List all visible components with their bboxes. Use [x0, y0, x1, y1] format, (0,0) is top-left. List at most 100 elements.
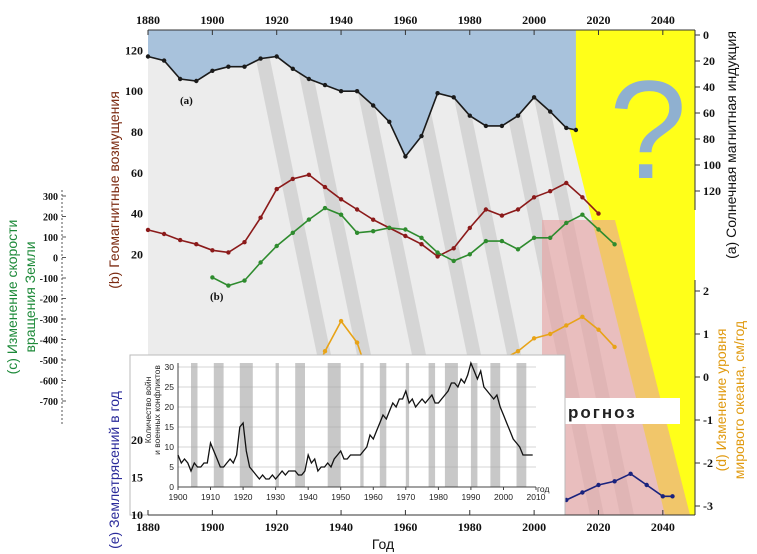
inset-x-tick-label: 1910 — [201, 492, 220, 502]
x-tick-label-bottom: 1980 — [458, 520, 482, 534]
rotation-tick-label: 300 — [43, 192, 58, 203]
geo-tick-label: 80 — [131, 125, 143, 139]
sea-tick-label: -2 — [703, 456, 713, 470]
data-point — [338, 318, 344, 324]
inset-shade — [213, 363, 224, 487]
sea-tick-label: 0 — [703, 370, 709, 384]
data-point — [145, 227, 151, 233]
data-point — [354, 230, 360, 235]
data-point — [467, 225, 472, 231]
data-point — [371, 217, 376, 222]
data-point — [451, 95, 456, 100]
inset-y-tick-label: 30 — [165, 362, 175, 372]
inset-wars-chart: Количество войн и военных конфликтов год… — [143, 360, 549, 502]
data-point — [628, 471, 633, 476]
data-point — [322, 205, 328, 211]
data-point — [612, 344, 617, 350]
data-point — [194, 78, 199, 84]
data-point — [660, 494, 665, 499]
inset-shade — [295, 363, 305, 487]
data-point — [515, 349, 521, 354]
data-point — [515, 113, 521, 118]
rotation-tick-label: -700 — [40, 397, 58, 408]
data-point — [451, 246, 456, 251]
eq-tick-label: 10 — [131, 508, 143, 522]
x-tick-label-bottom: 2000 — [522, 520, 546, 534]
data-point — [564, 180, 569, 186]
solar-tick-label: 120 — [703, 184, 721, 198]
eq-tick-label: 20 — [131, 433, 143, 447]
data-point — [274, 186, 279, 192]
series-2 — [210, 205, 617, 288]
x-tick-label-bottom: 2020 — [586, 520, 610, 534]
data-point — [371, 103, 376, 108]
data-point — [145, 54, 151, 59]
data-point — [644, 482, 649, 488]
data-point — [564, 323, 569, 328]
data-point — [354, 89, 360, 94]
data-point — [531, 195, 537, 200]
inset-x-tick-label: 1980 — [429, 492, 448, 502]
inset-shade — [239, 363, 253, 487]
axis-earthquakes-label: (e) Землетрясений в год — [106, 391, 122, 549]
data-point — [467, 252, 472, 257]
data-point — [435, 91, 440, 96]
axis-geomagnetic: 120 100 80 60 40 20 — [125, 43, 143, 261]
data-point — [403, 233, 408, 239]
geo-tick-label: 120 — [125, 43, 143, 57]
x-tick-label-top: 1900 — [200, 13, 224, 27]
data-point — [194, 242, 199, 247]
data-point — [483, 123, 489, 129]
question-mark: ? — [609, 51, 687, 208]
series-line — [147, 55, 577, 159]
x-tick-label-bottom: 1880 — [136, 520, 160, 534]
data-point — [580, 314, 585, 319]
x-tick-label-top: 1980 — [458, 13, 482, 27]
rotation-tick-label: -100 — [40, 274, 58, 285]
data-point — [371, 229, 376, 234]
inset-ylabel-2: и военных конфликтов — [152, 365, 162, 455]
solar-tick-label: 80 — [703, 132, 715, 146]
inset-shade — [191, 363, 198, 487]
data-point — [435, 254, 440, 259]
data-point — [226, 283, 231, 288]
rotation-tick-label: -600 — [40, 377, 58, 388]
x-tick-label-top: 1960 — [393, 13, 417, 27]
inset-x-tick-label: 2000 — [494, 492, 513, 502]
inset-y-tick-label: 20 — [165, 402, 175, 412]
geo-tick-label: 40 — [131, 207, 143, 221]
x-axis-top: 1880 1900 1920 1940 1960 1980 2000 2020 2040 — [136, 13, 695, 35]
data-point — [306, 172, 312, 177]
x-tick-label-top: 2020 — [586, 13, 610, 27]
inset-x-tick-label: 2010 — [527, 492, 546, 502]
rotation-tick-label: -200 — [40, 295, 58, 306]
data-point — [580, 195, 585, 200]
x-tick-label-top: 1920 — [265, 13, 289, 27]
inset-y-tick-label: 5 — [169, 462, 174, 472]
data-point — [499, 123, 505, 129]
x-tick-label-top: 2000 — [522, 13, 546, 27]
data-point — [322, 349, 328, 354]
axis-sea-level-label-2: мирового океана, см/год — [731, 321, 747, 479]
data-point — [515, 247, 521, 252]
x-tick-label-top: 2040 — [651, 13, 675, 27]
data-point — [573, 127, 579, 133]
data-point — [483, 207, 489, 212]
rotation-tick-label: 0 — [53, 254, 58, 265]
inset-shade — [405, 363, 410, 487]
x-tick-label-bottom: 1920 — [265, 520, 289, 534]
data-point — [226, 250, 231, 255]
data-point — [596, 482, 601, 488]
data-point — [612, 242, 617, 247]
data-point — [354, 207, 360, 212]
axis-solar-label: (a) Солнечная магнитная индукция — [723, 31, 739, 259]
rotation-tick-label: -300 — [40, 315, 58, 326]
data-point — [274, 54, 279, 59]
data-point — [258, 215, 263, 220]
solar-tick-label: 0 — [703, 28, 709, 42]
data-point — [338, 212, 344, 217]
data-point — [564, 220, 569, 226]
data-point — [596, 227, 601, 232]
inset-series-line — [177, 360, 533, 481]
